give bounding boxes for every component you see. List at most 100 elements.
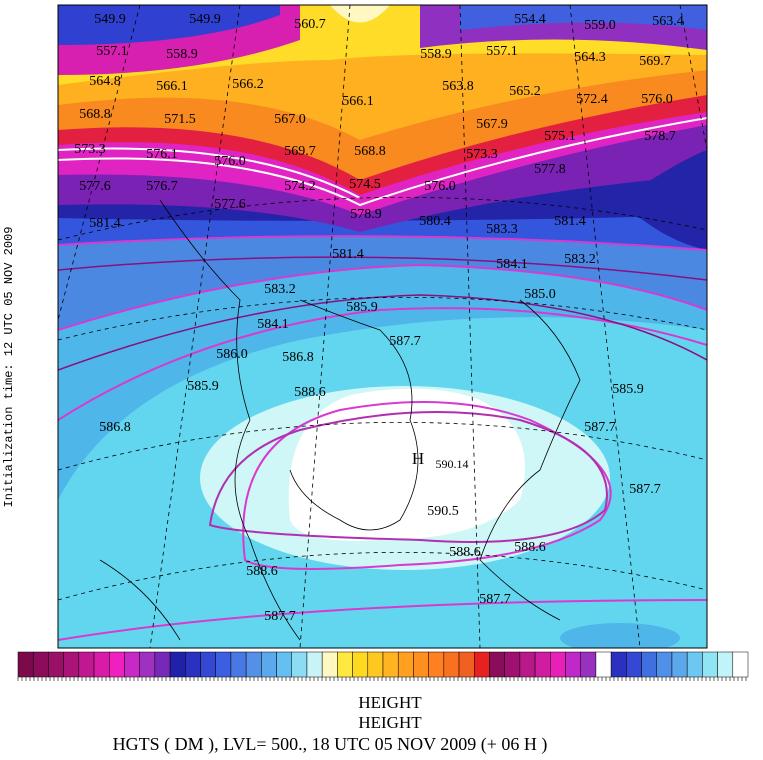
contour-label: 577.8 <box>534 162 566 177</box>
colorbar-swatch <box>382 651 399 678</box>
height-field <box>58 5 707 648</box>
contour-label: 560.7 <box>294 17 326 32</box>
colorbar-swatch <box>109 651 125 678</box>
contour-label: 572.4 <box>576 92 608 107</box>
colorbar-swatch <box>504 651 521 678</box>
contours <box>58 256 707 371</box>
colorbar <box>17 651 749 681</box>
contour-label: 564.3 <box>574 50 606 65</box>
footer-caption: HGTS ( DM ), LVL= 500., 18 UTC 05 NOV 20… <box>113 734 548 755</box>
contour-label: 585.9 <box>346 300 378 315</box>
colorbar-swatch <box>397 651 414 678</box>
contour-label: 549.9 <box>94 12 126 27</box>
band <box>58 5 280 45</box>
contour-label: 584.1 <box>496 257 528 272</box>
colorbar-swatch <box>124 651 140 678</box>
colorbar-swatch <box>474 651 490 678</box>
colorbar-swatch <box>276 651 292 678</box>
colorbar-swatch <box>428 651 445 678</box>
colorbar-swatch <box>306 651 323 678</box>
contour-label: 568.8 <box>354 144 386 159</box>
contour-label: 587.7 <box>479 592 511 607</box>
contour-label: 566.2 <box>232 77 264 92</box>
footer-title: HEIGHT <box>358 693 422 712</box>
band <box>560 623 680 648</box>
colorbar-swatch <box>732 651 749 678</box>
colorbar-swatch <box>230 651 247 678</box>
colorbar-swatch <box>702 651 718 678</box>
colorbar-swatch <box>458 651 475 678</box>
colorbar-swatch <box>291 651 308 678</box>
colorbar-swatch <box>245 651 262 678</box>
contour-label: 577.6 <box>79 179 111 194</box>
colorbar-swatch <box>169 651 186 678</box>
contour-label: 586.8 <box>99 420 131 435</box>
contour-label: 587.7 <box>389 334 421 349</box>
contour-label: 549.9 <box>189 12 221 27</box>
contour-label: 585.9 <box>612 382 644 397</box>
colorbar-swatch <box>63 651 80 678</box>
contour-label: 584.1 <box>257 317 289 332</box>
contour-label: 557.1 <box>486 44 518 59</box>
grid <box>58 5 707 648</box>
contour-label: 565.2 <box>509 84 541 99</box>
colorbar-swatch <box>413 651 429 678</box>
colorbar-swatch <box>185 651 201 678</box>
contour-label: 587.7 <box>584 420 616 435</box>
contour-label: 578.7 <box>644 129 676 144</box>
contours <box>58 235 707 641</box>
contour-label: 568.8 <box>79 107 111 122</box>
contour-label: 581.4 <box>554 214 586 229</box>
contour-label: 587.7 <box>629 482 661 497</box>
contour-label: 587.7 <box>264 609 296 624</box>
contour-labels: 549.9 549.9 560.7 554.4 559.0 563.4 557.1 558.9… <box>74 12 684 624</box>
band <box>460 5 707 30</box>
coastlines <box>99 199 581 641</box>
contour-label: 566.1 <box>156 79 188 94</box>
contour-label: 569.7 <box>284 144 316 159</box>
contour-label: 576.0 <box>424 179 456 194</box>
footer-title: HEIGHT <box>358 713 422 732</box>
contour-label: 576.0 <box>641 92 673 107</box>
colorbar-swatch <box>443 651 460 678</box>
band <box>330 5 390 23</box>
colorbar-swatch <box>154 651 171 678</box>
colorbar-swatch <box>610 651 627 678</box>
contour-label: 585.0 <box>524 287 556 302</box>
colorbar-swatch <box>595 651 612 678</box>
contour-label: 554.4 <box>514 12 546 27</box>
colorbar-swatch <box>200 651 216 678</box>
map-frame <box>57 4 708 649</box>
contour-label: 577.6 <box>214 197 246 212</box>
contour-label: 564.8 <box>89 74 121 89</box>
high-symbol: H <box>412 449 424 468</box>
contour-label: 567.9 <box>476 117 508 132</box>
side-text: Initialization time: 12 UTC 05 NOV 2009 <box>2 227 16 508</box>
contour-label: 563.8 <box>442 79 474 94</box>
contour-label: 586.0 <box>216 347 248 362</box>
contour-label: 566.1 <box>342 94 374 109</box>
band <box>620 150 707 250</box>
contour-label: 585.9 <box>187 379 219 394</box>
contour-label: 578.9 <box>350 207 382 222</box>
contour-label: 557.1 <box>96 44 128 59</box>
contour-label: 559.0 <box>584 18 616 33</box>
contour-label: 588.6 <box>246 564 278 579</box>
contour-label: 583.3 <box>486 222 518 237</box>
colorbar-swatch <box>519 651 536 678</box>
colorbar-swatch <box>215 651 232 678</box>
colorbar-swatch <box>321 651 338 678</box>
contour-label: 558.9 <box>420 47 452 62</box>
contour-label: 580.4 <box>419 214 451 229</box>
contour-label: 569.7 <box>639 54 671 69</box>
colorbar-swatch <box>641 651 658 678</box>
contour-label: 558.9 <box>166 47 198 62</box>
colorbar-swatch <box>78 651 95 678</box>
contour-label: 588.6 <box>294 385 326 400</box>
contour-label: 573.3 <box>74 142 106 157</box>
contour-label: 575.1 <box>544 129 576 144</box>
colorbar-swatch <box>337 651 353 678</box>
contour-label: 588.6 <box>449 545 481 560</box>
colorbar-swatch <box>261 651 277 678</box>
